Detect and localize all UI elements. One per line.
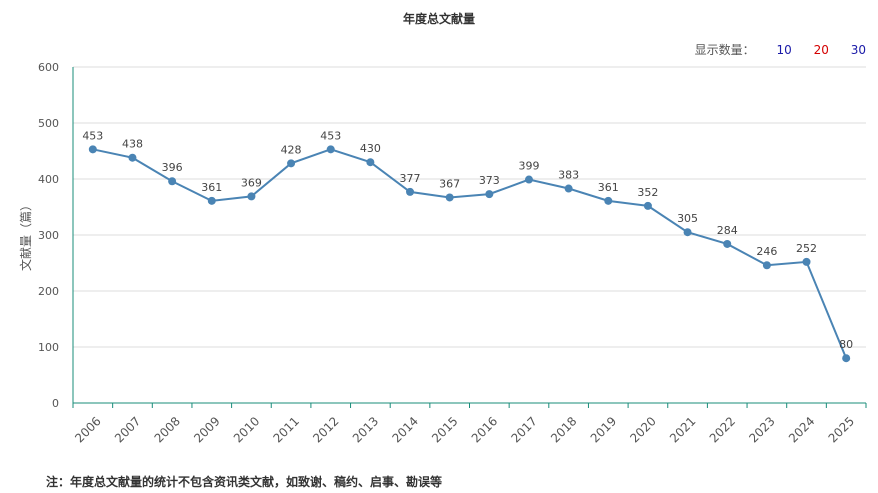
- series-line: [92, 148, 848, 359]
- data-point: [128, 153, 137, 162]
- data-label: 383: [558, 169, 579, 182]
- x-tick-label: 2014: [389, 414, 420, 445]
- data-label: 361: [201, 181, 222, 194]
- x-tick-label: 2020: [627, 414, 658, 445]
- data-point: [287, 159, 296, 168]
- x-tick-label: 2013: [350, 414, 381, 445]
- x-tick-label: 2015: [429, 414, 460, 445]
- x-tick-label: 2012: [310, 414, 341, 445]
- x-tick-label: 2007: [112, 414, 143, 445]
- data-label: 453: [320, 129, 341, 142]
- chart-title: 年度总文献量: [402, 12, 475, 26]
- data-label: 246: [756, 245, 777, 258]
- x-tick-label: 2016: [469, 414, 500, 445]
- data-label: 430: [360, 142, 381, 155]
- y-tick-label: 100: [38, 341, 59, 354]
- x-tick-label: 2017: [508, 414, 539, 445]
- data-point: [406, 187, 415, 196]
- data-point: [683, 228, 692, 237]
- y-tick-label: 200: [38, 285, 59, 298]
- data-point: [842, 354, 851, 363]
- data-point: [247, 192, 256, 201]
- data-label: 80: [839, 338, 853, 351]
- data-point: [366, 158, 375, 167]
- x-tick-label: 2021: [667, 414, 698, 445]
- show-count-10-option[interactable]: 10: [776, 43, 792, 57]
- data-label: 352: [637, 186, 658, 199]
- data-point: [326, 145, 335, 154]
- show-count-20-option[interactable]: 20: [813, 43, 829, 57]
- show-count-label: 显示数量：: [694, 43, 755, 57]
- y-tick-label: 0: [52, 397, 59, 410]
- y-tick-label: 500: [38, 117, 59, 130]
- y-axis-title: 文献量（篇）: [18, 199, 33, 271]
- data-point: [524, 175, 533, 184]
- line-chart: 0 100 200 300 400 500 600 2006 2007 2008 2009 2010 2…: [18, 61, 867, 446]
- data-point: [88, 145, 97, 154]
- show-count-30-option[interactable]: 30: [850, 43, 866, 57]
- data-label: 305: [677, 212, 698, 225]
- x-tick-label: 2008: [152, 414, 183, 445]
- data-label: 369: [241, 176, 262, 189]
- data-label: 438: [122, 138, 143, 151]
- x-tick-label: 2009: [191, 414, 222, 445]
- x-tick-label: 2022: [707, 414, 738, 445]
- y-tick-label: 600: [38, 61, 59, 74]
- data-point: [762, 261, 771, 270]
- data-point: [485, 190, 494, 199]
- data-point: [207, 196, 216, 205]
- x-tick-label: 2006: [72, 414, 103, 445]
- show-count-selector: 显示数量： 10 20 30: [695, 41, 866, 58]
- data-label: 367: [439, 177, 460, 190]
- data-label: 428: [281, 143, 302, 156]
- x-tick-label: 2024: [786, 414, 817, 445]
- data-point: [445, 193, 454, 202]
- x-tick-label: 2025: [826, 414, 857, 445]
- data-label: 396: [162, 161, 183, 174]
- data-point: [643, 201, 652, 210]
- data-point: [723, 239, 732, 248]
- data-label: 284: [717, 224, 738, 237]
- data-point: [564, 184, 573, 193]
- x-tick-label: 2018: [548, 414, 579, 445]
- data-label: 453: [82, 129, 103, 142]
- data-point: [168, 177, 177, 186]
- data-point: [604, 196, 613, 205]
- footnote: 注：年度总文献量的统计不包含资讯类文献，如致谢、稿约、启事、勘误等: [46, 475, 443, 489]
- x-tick-label: 2023: [746, 414, 777, 445]
- y-tick-label: 300: [38, 229, 59, 242]
- y-tick-label: 400: [38, 173, 59, 186]
- data-label: 377: [400, 172, 421, 185]
- x-tick-label: 2011: [271, 414, 302, 445]
- x-tick-label: 2019: [588, 414, 619, 445]
- data-label: 399: [518, 160, 539, 173]
- data-label: 373: [479, 174, 500, 187]
- data-label: 361: [598, 181, 619, 194]
- data-point: [802, 257, 811, 266]
- x-tick-label: 2010: [231, 414, 262, 445]
- data-label: 252: [796, 242, 817, 255]
